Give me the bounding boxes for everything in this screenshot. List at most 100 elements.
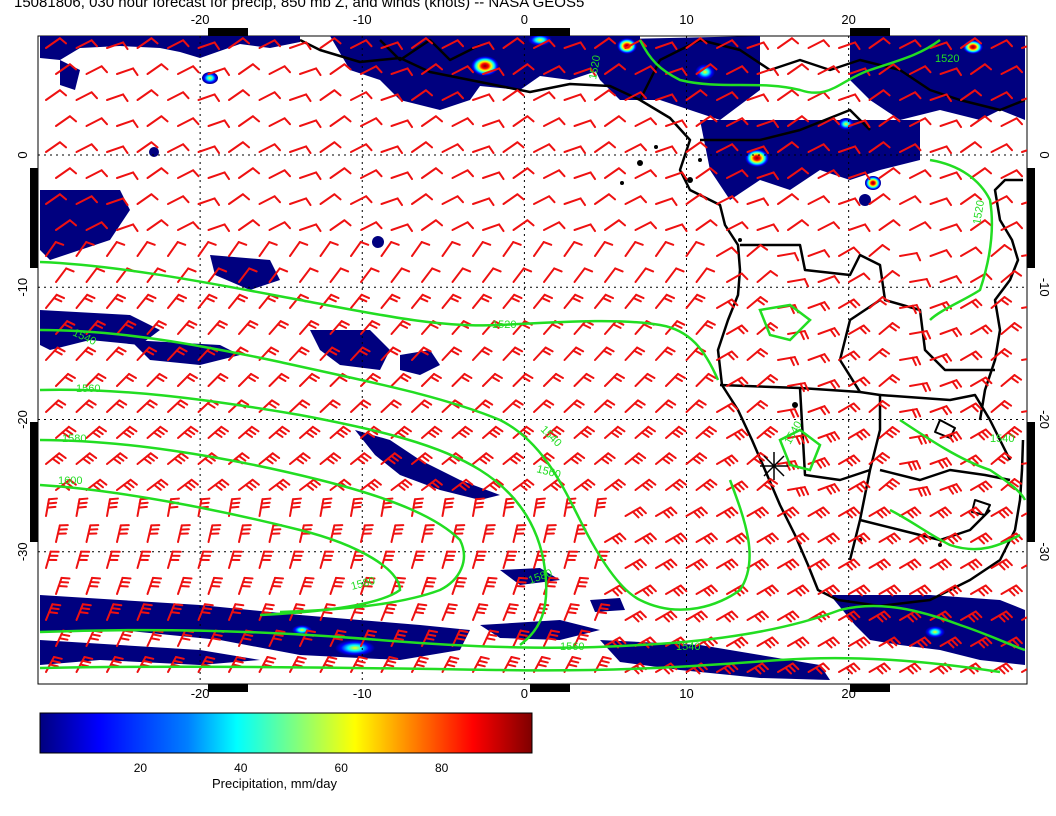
wind-barb xyxy=(482,267,502,283)
wind-barb xyxy=(868,193,891,205)
wind-barb xyxy=(726,480,749,493)
wind-barb xyxy=(726,428,749,441)
wind-barb xyxy=(990,400,1013,413)
wind-barb xyxy=(289,241,309,257)
wind-barb xyxy=(390,372,412,387)
wind-barb xyxy=(319,293,340,309)
wind-barb xyxy=(421,425,443,439)
wind-barb xyxy=(695,267,716,283)
wind-barb xyxy=(299,478,321,491)
wind-barb xyxy=(665,267,685,283)
wind-barb xyxy=(411,141,434,153)
wind-barb xyxy=(390,524,405,543)
contour-label: 1600 xyxy=(58,475,82,487)
wind-barb xyxy=(289,655,307,673)
wind-barb xyxy=(604,584,627,597)
wind-barb xyxy=(929,405,953,416)
wind-barb xyxy=(1021,306,1027,309)
wind-barb xyxy=(299,425,321,439)
wind-barb xyxy=(207,171,231,181)
wind-barb xyxy=(319,497,333,517)
wind-barb xyxy=(777,356,800,367)
lon-tick-label: -10 xyxy=(353,12,372,27)
wind-barb xyxy=(299,67,322,77)
wind-barb xyxy=(319,655,338,673)
wind-barb xyxy=(878,167,901,179)
wind-barb xyxy=(990,244,1013,257)
wind-barb xyxy=(45,241,65,257)
lat-tick-label: -10 xyxy=(1037,278,1052,297)
contour-label: 1520 xyxy=(935,53,959,65)
wind-barb xyxy=(319,37,342,49)
wind-barb xyxy=(716,506,739,519)
wind-barb xyxy=(817,431,841,443)
wind-barb xyxy=(787,63,810,75)
wind-barb xyxy=(502,399,524,413)
wind-barb xyxy=(472,550,487,569)
wind-barb xyxy=(258,655,277,673)
wind-barb xyxy=(624,346,646,361)
wind-barb xyxy=(787,278,810,288)
wind-barb xyxy=(563,41,587,51)
wind-barb xyxy=(228,550,243,569)
wind-barb xyxy=(634,372,656,387)
colorbar-tick-label: 80 xyxy=(435,761,449,775)
wind-barb xyxy=(136,346,158,361)
wind-barb xyxy=(695,584,718,597)
wind-barb xyxy=(329,267,350,283)
wind-barb xyxy=(1021,615,1027,621)
wind-barb xyxy=(634,65,658,75)
wind-barb xyxy=(990,452,1013,465)
wind-barb xyxy=(268,169,292,179)
wind-barb xyxy=(268,524,283,543)
wind-barb xyxy=(634,169,658,179)
wind-barb xyxy=(716,402,739,413)
wind-barb xyxy=(45,399,67,413)
wind-barb xyxy=(441,143,465,153)
wind-barb xyxy=(146,372,168,387)
wind-barbs xyxy=(45,37,1027,675)
wind-barb xyxy=(685,452,708,465)
wind-barb xyxy=(268,425,290,439)
wind-barb xyxy=(878,322,901,335)
wind-barb xyxy=(899,39,922,49)
wind-barb xyxy=(350,655,368,673)
wind-barb xyxy=(533,195,556,205)
wind-barb xyxy=(909,636,932,649)
wind-barb xyxy=(167,195,190,205)
wind-barb xyxy=(512,524,527,543)
wind-barb xyxy=(929,457,953,469)
wind-barb xyxy=(85,267,106,283)
wind-barb xyxy=(512,629,530,647)
contour-label: 1540 xyxy=(990,433,1014,445)
wind-barb xyxy=(1021,358,1027,361)
wind-barb xyxy=(929,145,953,155)
wind-barb xyxy=(594,346,615,361)
wind-barb xyxy=(238,372,259,387)
wind-barb xyxy=(238,219,261,231)
wind-barb xyxy=(970,115,993,127)
wind-barb xyxy=(1000,478,1023,491)
wind-barb xyxy=(543,169,566,179)
wind-barb xyxy=(899,91,922,101)
wind-barb xyxy=(177,425,199,439)
wind-barb xyxy=(807,558,830,571)
wind-barb xyxy=(746,610,769,623)
wind-barb xyxy=(502,241,522,257)
wind-barb xyxy=(319,399,341,413)
wind-barb xyxy=(756,270,779,283)
wind-barb xyxy=(899,304,922,315)
wind-barb xyxy=(604,425,626,439)
wind-barb xyxy=(451,425,473,439)
wind-barb xyxy=(807,39,831,49)
wind-barb xyxy=(1021,97,1027,101)
wind-barb xyxy=(756,584,779,597)
wind-barb xyxy=(167,143,190,153)
wind-barb xyxy=(289,399,311,413)
wind-barb xyxy=(299,119,322,129)
wind-barb xyxy=(268,267,289,283)
wind-barb xyxy=(1021,667,1027,673)
wind-barb xyxy=(55,115,78,127)
wind-barb xyxy=(838,558,861,571)
wind-barb xyxy=(360,524,374,543)
